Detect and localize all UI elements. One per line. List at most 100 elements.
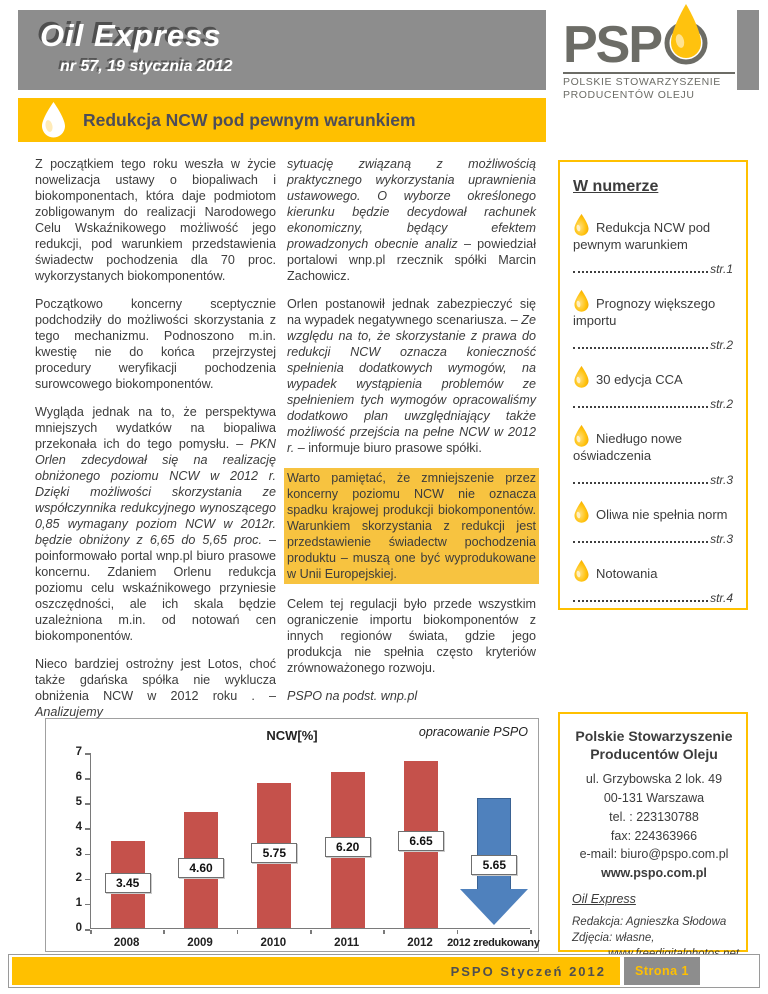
y-axis-tick-mark — [85, 853, 90, 856]
dotted-leader — [573, 541, 709, 543]
text-run: Analizujemy — [35, 705, 103, 719]
x-axis-tick-mark — [530, 930, 532, 934]
article-column-right: sytuację związaną z możliwością praktycz… — [284, 156, 539, 716]
text-run: – powiedział portalowi wnp.pl rzecznik s… — [287, 237, 536, 283]
ncw-chart: NCW[%] opracowanie PSPO 3.45 4.60 5.75 6.20… — [45, 718, 540, 952]
page-footer: PSPO Styczeń 2012 Strona 1 — [8, 954, 760, 988]
text-run: sytuację związaną z możliwością praktycz… — [287, 157, 536, 251]
y-axis-tick-label: 0 — [75, 922, 82, 934]
article-paragraph: Nieco bardziej ostrożny jest Lotos, choć… — [35, 656, 276, 720]
toc-item: 30 edycja CCA str.2 — [573, 366, 733, 411]
contact-line: ul. Grzybowska 2 lok. 49 — [585, 772, 723, 787]
contact-line: e-mail: biuro@pspo.com.pl — [579, 847, 729, 862]
article-column-left: Z początkiem tego roku weszła w życie no… — [35, 156, 276, 732]
masthead: Oil Express nr 57, 19 stycznia 2012 — [18, 10, 546, 90]
text-run: PKN Orlen zdecydował się na realizację o… — [35, 437, 276, 547]
org-name-line2: Producentów Oleju — [590, 746, 718, 763]
toc-item-label: 30 edycja CCA — [573, 366, 733, 388]
x-axis-tick-mark — [310, 930, 312, 934]
logo-letters: PSP — [563, 16, 663, 75]
drop-icon — [42, 102, 65, 138]
contact-address: ul. Grzybowska 2 lok. 49 00-131 Warszawa t… — [572, 770, 736, 864]
toc-item-label: Niedługo nowe oświadczenia — [573, 425, 733, 464]
text-run: PSPO na podst. wnp.pl — [287, 689, 418, 703]
article-paragraph: Orlen postanowił jednak zabezpieczyć się… — [287, 296, 536, 456]
toc-sidebar: W numerze Redukcja NCW pod pewnym warunk… — [558, 160, 748, 610]
toc-item-label: Redukcja NCW pod pewnym warunkiem — [573, 214, 733, 253]
page-number-label: Strona 1 — [634, 964, 689, 978]
y-axis-tick-mark — [85, 803, 90, 805]
dotted-leader — [573, 347, 709, 349]
chart-title: NCW[%] — [266, 728, 318, 743]
text-run: Nieco bardziej ostrożny jest Lotos, choć… — [35, 657, 276, 703]
chart-plot-area: 3.45 4.60 5.75 6.20 6.65 5.65 — [90, 753, 530, 929]
dotted-leader — [573, 271, 709, 273]
article-paragraph: Początkowo koncerny sceptycznie podchodz… — [35, 296, 276, 392]
contact-line: 00-131 Warszawa — [603, 791, 705, 806]
y-axis-tick-mark — [85, 753, 90, 755]
header-accent-bar — [737, 10, 759, 90]
footer-band: PSPO Styczeń 2012 — [12, 957, 620, 985]
drop-icon — [573, 366, 596, 388]
arrow-value-label: 5.65 — [471, 855, 518, 876]
website-link: www.pspo.com.pl — [601, 866, 707, 881]
highlighted-paragraph: Warto pamiętać, że zmniejszenie przez ko… — [284, 468, 539, 584]
x-axis-tick-mark — [383, 930, 385, 934]
drop-icon — [573, 501, 596, 523]
logo-caption-line2: PRODUCENTÓW OLEJU — [563, 89, 695, 102]
reduction-arrow-shaft — [477, 798, 512, 889]
y-axis-tick-label: 5 — [75, 796, 82, 809]
bar-value-label: 4.60 — [178, 857, 224, 878]
article-paragraph: PSPO na podst. wnp.pl — [287, 688, 536, 704]
bar-value-label: 6.20 — [324, 836, 371, 857]
toc-leader: str.2 — [573, 338, 733, 352]
credits-photos: Zdjęcia: własne, — [572, 931, 655, 944]
toc-title: W numerze — [573, 178, 659, 195]
x-axis-tick-mark — [456, 930, 459, 934]
y-axis-tick-label: 6 — [75, 771, 82, 784]
toc-page-ref: str.4 — [710, 591, 733, 605]
toc-item-label: Notowania — [573, 560, 733, 582]
org-name-line1: Polskie Stowarzyszenie — [575, 728, 733, 744]
y-axis-tick-mark — [85, 778, 90, 780]
x-axis-category-label: 2012 — [407, 937, 433, 949]
article-paragraph: Celem tej regulacji było przede wszystki… — [287, 596, 536, 676]
toc-leader: str.3 — [573, 473, 733, 487]
newsletter-title: Oil Express — [40, 18, 222, 53]
toc-leader: str.1 — [573, 262, 733, 276]
toc-item: Niedługo nowe oświadczenia str.3 — [573, 425, 733, 487]
toc-item-label: Oliwa nie spełnia norm — [573, 501, 733, 523]
toc-leader: str.2 — [573, 397, 733, 411]
x-axis-tick-mark — [163, 930, 165, 934]
contact-line: tel. : 223130788 — [609, 809, 699, 824]
text-run: Z początkiem tego roku weszła w życie no… — [35, 157, 276, 283]
toc-item: Oliwa nie spełnia norm str.3 — [573, 501, 733, 546]
x-axis-category-label: 2008 — [113, 937, 140, 949]
chart-source-note: opracowanie PSPO — [418, 725, 528, 739]
toc-item: Notowania str.4 — [573, 560, 733, 605]
oil-drop-ring-icon — [659, 3, 713, 70]
toc-page-ref: str.2 — [710, 397, 733, 411]
toc-item-label: Prognozy większego importu — [573, 290, 733, 329]
text-run: Wygląda jednak na to, że perspektywa mni… — [35, 405, 276, 451]
newsletter-name: Oil Express — [572, 891, 636, 906]
text-run: Początkowo koncerny sceptycznie podchodz… — [35, 297, 276, 391]
x-axis-category-label: 2012 zredukowany — [447, 937, 540, 949]
toc-leader: str.4 — [573, 591, 733, 605]
dotted-leader — [573, 406, 709, 408]
contact-line: fax: 224363966 — [610, 828, 698, 843]
y-axis-tick-label: 2 — [75, 871, 82, 884]
y-axis-tick-label: 1 — [75, 896, 82, 909]
x-axis-tick-mark — [236, 930, 239, 934]
article-paragraph: Wygląda jednak na to, że perspektywa mni… — [35, 404, 276, 644]
toc-items: Redukcja NCW pod pewnym warunkiem str.1 Pr… — [573, 214, 733, 605]
y-axis-tick-label: 4 — [75, 821, 82, 834]
y-axis-tick-mark — [85, 828, 90, 830]
x-axis-category-label: 2009 — [187, 937, 213, 949]
article-title: Redukcja NCW pod pewnym warunkiem — [83, 109, 416, 130]
text-run: – informuje biuro prasowe spółki. — [294, 441, 482, 455]
toc-page-ref: str.3 — [710, 473, 733, 487]
logo-caption-line1: POLSKIE STOWARZYSZENIE — [563, 76, 721, 88]
toc-item: Redukcja NCW pod pewnym warunkiem str.1 — [573, 214, 733, 276]
